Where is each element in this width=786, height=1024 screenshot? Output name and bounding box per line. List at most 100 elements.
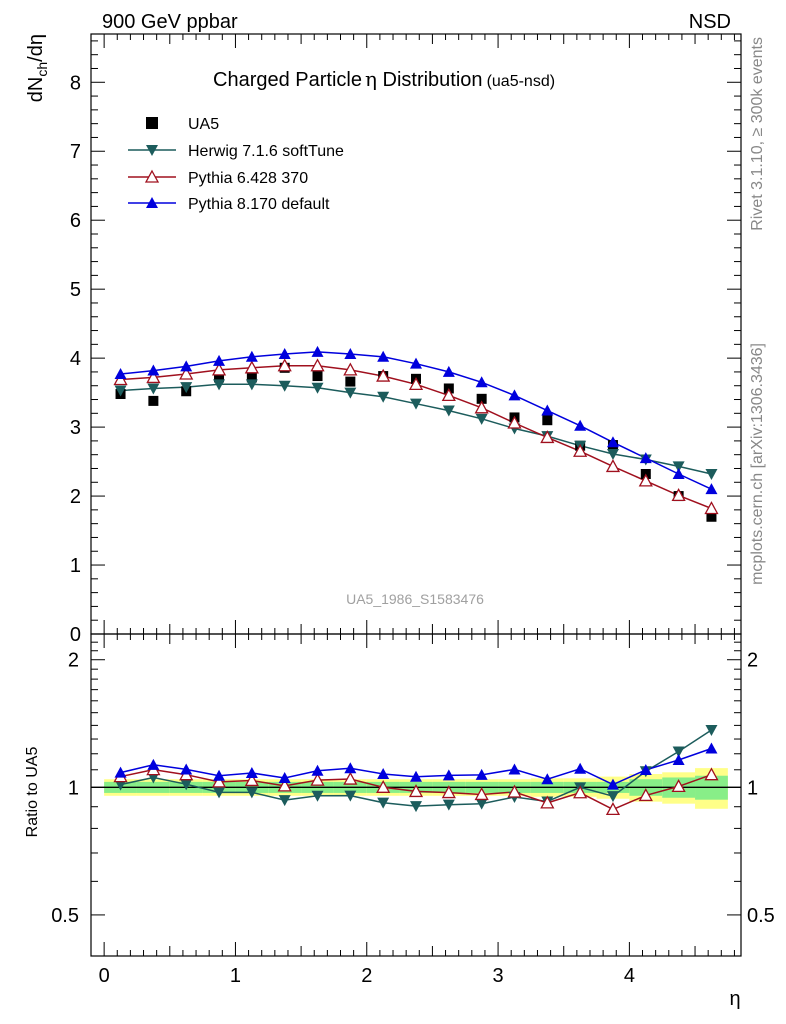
point-ua5 (148, 395, 159, 406)
curve-herwig-7-1-6-softtune (120, 383, 712, 475)
ratio-point-pythia-8-170-default (672, 754, 685, 766)
point-pythia-8-170-default (245, 350, 258, 362)
point-pythia-8-170-default (508, 389, 521, 401)
ratio-point-herwig-7-1-6-softtune (672, 746, 685, 758)
ratio-point-herwig-7-1-6-softtune (344, 790, 357, 802)
legend-marker-pythia8 (146, 197, 158, 208)
ratio-point-pythia-8-170-default (147, 758, 160, 770)
point-pythia-8-170-default (147, 364, 160, 376)
point-pythia-6-428-370 (179, 366, 194, 380)
y-tick-label: 6 (70, 210, 81, 232)
ratio-frame (90, 633, 742, 957)
legend-entry-pythia6: Pythia 6.428 370 (128, 169, 308, 187)
ratio-point-pythia-8-170-default (311, 764, 324, 776)
point-herwig-7-1-6-softtune (377, 391, 390, 403)
header-right: NSD (689, 11, 731, 33)
y-tick-label: 3 (70, 417, 81, 439)
ratio-panel: 0 1 2 3 4 0.5 0.5 1 1 2 2 Ratio to UA5 η (24, 633, 775, 1010)
point-pythia-8-170-default (114, 368, 127, 379)
ratio-point-herwig-7-1-6-softtune (245, 787, 258, 799)
point-pythia-6-428-370 (244, 360, 259, 374)
point-pythia-8-170-default (278, 348, 291, 359)
point-pythia-6-428-370 (277, 358, 292, 372)
y-tick-label: 2 (70, 486, 81, 508)
point-pythia-6-428-370 (507, 415, 522, 429)
y-tick-label: 5 (70, 279, 81, 301)
ratio-point-herwig-7-1-6-softtune (475, 798, 488, 810)
main-panel: 0 1 2 3 4 5 6 7 8 Charged Particle η Distribution… (25, 33, 742, 646)
y-axis-label-base: dN (25, 77, 47, 103)
point-pythia-8-170-default (344, 348, 357, 359)
x-tick-label: 1 (230, 965, 241, 987)
point-pythia-6-428-370 (376, 368, 391, 382)
rivet-label: Rivet 3.1.10, ≥ 300k events (749, 37, 766, 231)
point-pythia-6-428-370 (408, 376, 424, 390)
ratio-point-pythia-8-170-default (508, 763, 521, 775)
ratio-point-pythia-8-170-default (541, 773, 554, 785)
point-pythia-8-170-default (377, 350, 390, 362)
point-herwig-7-1-6-softtune (705, 469, 718, 480)
x-axis-label: η (729, 988, 740, 1010)
point-pythia-8-170-default (410, 357, 422, 369)
point-pythia-6-428-370 (113, 372, 128, 386)
chart-title-rest: Distribution (377, 69, 483, 91)
ratio-point-pythia-8-170-default (410, 770, 422, 782)
point-ua5 (246, 372, 257, 383)
x-tick-label: 4 (624, 965, 635, 987)
ratio-y-tick-label-right: 0.5 (747, 905, 775, 927)
ratio-point-pythia-6-428-370 (474, 787, 489, 801)
ratio-point-pythia-8-170-default (705, 742, 718, 754)
y-tick-label: 4 (70, 348, 81, 370)
ratio-axis-ticks: 0 1 2 3 4 0.5 0.5 1 1 2 2 (51, 634, 775, 987)
point-herwig-7-1-6-softtune (180, 382, 193, 394)
header-left: 900 GeV ppbar (102, 11, 238, 33)
analysis-watermark: UA5_1986_S1583476 (346, 591, 484, 607)
point-pythia-6-428-370 (704, 501, 719, 515)
ratio-point-pythia-6-428-370 (638, 788, 653, 802)
ratio-point-pythia-8-170-default (213, 769, 226, 781)
legend-marker-herwig (146, 145, 158, 156)
y-tick-label: 0 (70, 624, 81, 646)
ratio-point-pythia-6-428-370 (343, 771, 358, 785)
ratio-point-herwig-7-1-6-softtune (278, 795, 291, 807)
ratio-point-herwig-7-1-6-softtune (180, 779, 193, 791)
point-herwig-7-1-6-softtune (311, 382, 324, 394)
ratio-point-pythia-6-428-370 (573, 785, 588, 799)
ratio-point-pythia-6-428-370 (507, 784, 522, 798)
point-pythia-8-170-default (606, 436, 619, 448)
point-pythia-6-428-370 (540, 430, 555, 444)
point-pythia-8-170-default (311, 345, 324, 357)
ratio-point-herwig-7-1-6-softtune (377, 797, 390, 809)
ratio-point-pythia-6-428-370 (605, 802, 621, 816)
x-tick-label: 2 (361, 965, 372, 987)
ratio-point-herwig-7-1-6-softtune (311, 790, 324, 802)
legend-entry-pythia8: Pythia 8.170 default (128, 196, 330, 213)
ratio-point-pythia-6-428-370 (671, 779, 686, 793)
ratio-point-pythia-6-428-370 (376, 779, 391, 793)
ratio-point-pythia-6-428-370 (211, 774, 227, 788)
ratio-point-pythia-6-428-370 (441, 785, 456, 799)
point-pythia-6-428-370 (211, 362, 227, 376)
ratio-point-pythia-8-170-default (377, 768, 390, 780)
legend-marker-pythia6 (144, 169, 160, 183)
legend-label-herwig: Herwig 7.1.6 softTune (188, 143, 344, 160)
ratio-point-pythia-8-170-default (278, 771, 291, 783)
ratio-point-herwig-7-1-6-softtune (705, 725, 718, 737)
y-axis-label-rest: /dη (25, 34, 47, 62)
ratio-y-tick-label: 1 (68, 777, 79, 799)
point-herwig-7-1-6-softtune (147, 383, 160, 395)
point-pythia-8-170-default (213, 354, 226, 366)
ratio-point-pythia-8-170-default (114, 766, 127, 778)
ratio-point-herwig-7-1-6-softtune (410, 801, 422, 813)
point-herwig-7-1-6-softtune (475, 413, 488, 425)
ratio-point-herwig-7-1-6-softtune (213, 787, 226, 799)
chart-title-main: Charged Particle (213, 69, 362, 91)
x-tick-label: 0 (99, 965, 110, 987)
legend-marker-ua5 (146, 117, 158, 129)
y-tick-label: 1 (70, 555, 81, 577)
point-pythia-6-428-370 (671, 488, 686, 502)
ratio-point-pythia-8-170-default (606, 778, 619, 790)
point-herwig-7-1-6-softtune (606, 449, 619, 460)
ratio-point-pythia-6-428-370 (540, 795, 555, 809)
point-herwig-7-1-6-softtune (278, 380, 291, 392)
